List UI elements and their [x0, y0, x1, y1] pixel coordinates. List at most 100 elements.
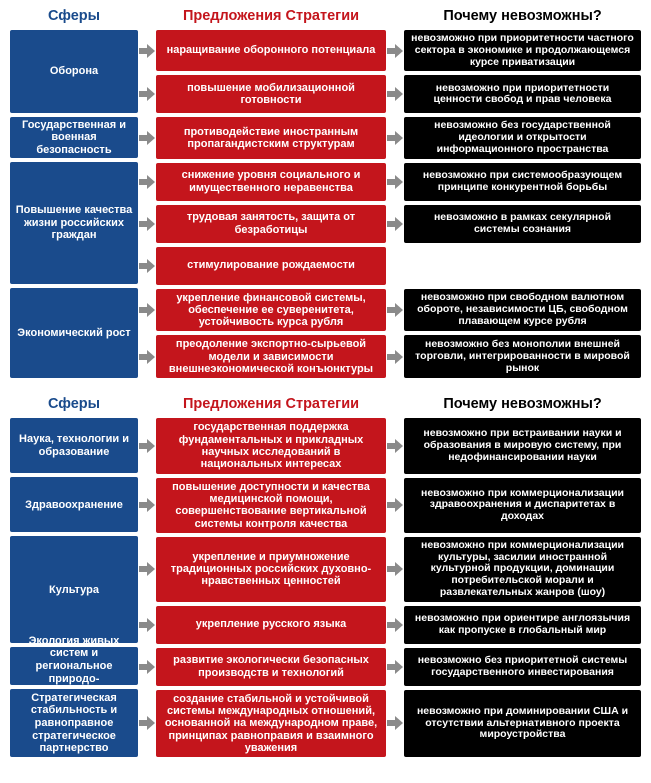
sphere-lines: снижение уровня социального и имуществен… [138, 163, 641, 285]
proposal-box: повышение мобилизационной готовности [156, 75, 386, 113]
arrow-icon [386, 335, 404, 378]
arrow-icon [138, 478, 156, 533]
arrow-icon [138, 335, 156, 378]
sphere-box: Экология живых систем и региональное при… [10, 647, 138, 685]
why-box: невозможно без монополии внешней торговл… [404, 335, 641, 378]
lines-column: государственная поддержка фундаментальны… [138, 418, 641, 757]
row-line: развитие экологически безопасных произво… [138, 648, 641, 686]
headers-row: Сферы Предложения Стратегии Почему невозмо… [10, 8, 641, 24]
arrow-icon [386, 247, 404, 285]
arrow-icon [386, 289, 404, 332]
proposal-box: повышение доступности и качества медицин… [156, 478, 386, 533]
why-box: невозможно при системообразующем принцип… [404, 163, 641, 201]
arrow-icon [138, 75, 156, 113]
arrow-icon [386, 648, 404, 686]
row-line: трудовая занятость, защита от безработиц… [138, 205, 641, 243]
arrow-icon [138, 163, 156, 201]
arrow-icon [138, 648, 156, 686]
why-box: невозможно при свободном валютном оборот… [404, 289, 641, 332]
arrow-icon [138, 247, 156, 285]
arrow-icon [386, 30, 404, 71]
row-line: наращивание оборонного потенциала невозмо… [138, 30, 641, 71]
why-box: невозможно в рамках секулярной системы с… [404, 205, 641, 243]
header-proposal: Предложения Стратегии [156, 396, 386, 412]
row-line: противодействие иностранным пропагандист… [138, 117, 641, 158]
sphere-lines: развитие экологически безопасных произво… [138, 648, 641, 686]
headers-row: Сферы Предложения Стратегии Почему невозмо… [10, 396, 641, 412]
header-sphere: Сферы [10, 8, 138, 24]
row-line: повышение мобилизационной готовности нево… [138, 75, 641, 113]
row-line: укрепление русского языка невозможно при … [138, 606, 641, 644]
sphere-box: Культура [10, 536, 138, 643]
proposal-box: снижение уровня социального и имуществен… [156, 163, 386, 201]
sphere-lines: укрепление и приумножение традиционных р… [138, 537, 641, 644]
proposal-box: создание стабильной и устойчивой системы… [156, 690, 386, 758]
proposal-box: укрепление и приумножение традиционных р… [156, 537, 386, 602]
sphere-lines: государственная поддержка фундаментальны… [138, 418, 641, 473]
arrow-icon [138, 205, 156, 243]
arrow-icon [138, 289, 156, 332]
arrow-icon [386, 75, 404, 113]
sphere-lines: противодействие иностранным пропагандист… [138, 117, 641, 158]
why-box: невозможно при ориентире англоязычия как… [404, 606, 641, 644]
arrow-icon [386, 690, 404, 758]
sphere-lines: создание стабильной и устойчивой системы… [138, 690, 641, 758]
arrow-icon [386, 606, 404, 644]
row-line: укрепление финансовой системы, обеспечен… [138, 289, 641, 332]
row-line: преодоление экспортно-сырьевой модели и … [138, 335, 641, 378]
row-line: снижение уровня социального и имуществен… [138, 163, 641, 201]
row-line: государственная поддержка фундаментальны… [138, 418, 641, 473]
proposal-box: укрепление финансовой системы, обеспечен… [156, 289, 386, 332]
rows-wrap: ОборонаГосударственная и военная безопас… [10, 30, 641, 378]
proposal-box: трудовая занятость, защита от безработиц… [156, 205, 386, 243]
sphere-box: Стратегическая стабильность и равноправн… [10, 689, 138, 757]
arrow-icon [138, 117, 156, 158]
proposal-box: противодействие иностранным пропагандист… [156, 117, 386, 158]
arrow-icon [138, 30, 156, 71]
arrow-icon [138, 606, 156, 644]
arrow-icon [138, 418, 156, 473]
why-box: невозможно без государственной идеологии… [404, 117, 641, 158]
why-box: невозможно при коммерционализации здраво… [404, 478, 641, 533]
lines-column: наращивание оборонного потенциала невозмо… [138, 30, 641, 378]
rows-wrap: Наука, технологии и образованиеЗдравоохр… [10, 418, 641, 757]
proposal-box: стимулирование рождаемости [156, 247, 386, 285]
proposal-box: государственная поддержка фундаментальны… [156, 418, 386, 473]
proposal-box: развитие экологически безопасных произво… [156, 648, 386, 686]
arrow-icon [386, 163, 404, 201]
header-proposal: Предложения Стратегии [156, 8, 386, 24]
section: Сферы Предложения Стратегии Почему невозмо… [10, 8, 641, 378]
sphere-lines: повышение доступности и качества медицин… [138, 478, 641, 533]
sphere-box: Экономический рост [10, 288, 138, 378]
why-box: невозможно при приоритетности ценности с… [404, 75, 641, 113]
header-why: Почему невозможны? [404, 396, 641, 412]
why-box: невозможно при доминировании США и отсут… [404, 690, 641, 758]
row-line: создание стабильной и устойчивой системы… [138, 690, 641, 758]
row-line: повышение доступности и качества медицин… [138, 478, 641, 533]
arrow-icon [386, 537, 404, 602]
arrow-icon [138, 537, 156, 602]
sphere-box: Повышение качества жизни российских граж… [10, 162, 138, 284]
row-line: стимулирование рождаемости [138, 247, 641, 285]
arrow-icon [386, 205, 404, 243]
sphere-lines: укрепление финансовой системы, обеспечен… [138, 289, 641, 379]
arrow-icon [386, 418, 404, 473]
section: Сферы Предложения Стратегии Почему невозмо… [10, 396, 641, 757]
arrow-icon [386, 117, 404, 158]
sphere-box: Наука, технологии и образование [10, 418, 138, 473]
why-box: невозможно без приоритетной системы госу… [404, 648, 641, 686]
sphere-box: Здравоохранение [10, 477, 138, 532]
sphere-column: ОборонаГосударственная и военная безопас… [10, 30, 138, 378]
sphere-box: Оборона [10, 30, 138, 113]
arrow-icon [138, 690, 156, 758]
arrow-icon [386, 478, 404, 533]
header-sphere: Сферы [10, 396, 138, 412]
proposal-box: укрепление русского языка [156, 606, 386, 644]
why-box: невозможно при коммерционализации культу… [404, 537, 641, 602]
why-box: невозможно при встраивании науки и образ… [404, 418, 641, 473]
header-why: Почему невозможны? [404, 8, 641, 24]
sphere-column: Наука, технологии и образованиеЗдравоохр… [10, 418, 138, 757]
sphere-box: Государственная и военная безопасность [10, 117, 138, 158]
proposal-box: наращивание оборонного потенциала [156, 30, 386, 71]
why-box: невозможно при приоритетности частного с… [404, 30, 641, 71]
